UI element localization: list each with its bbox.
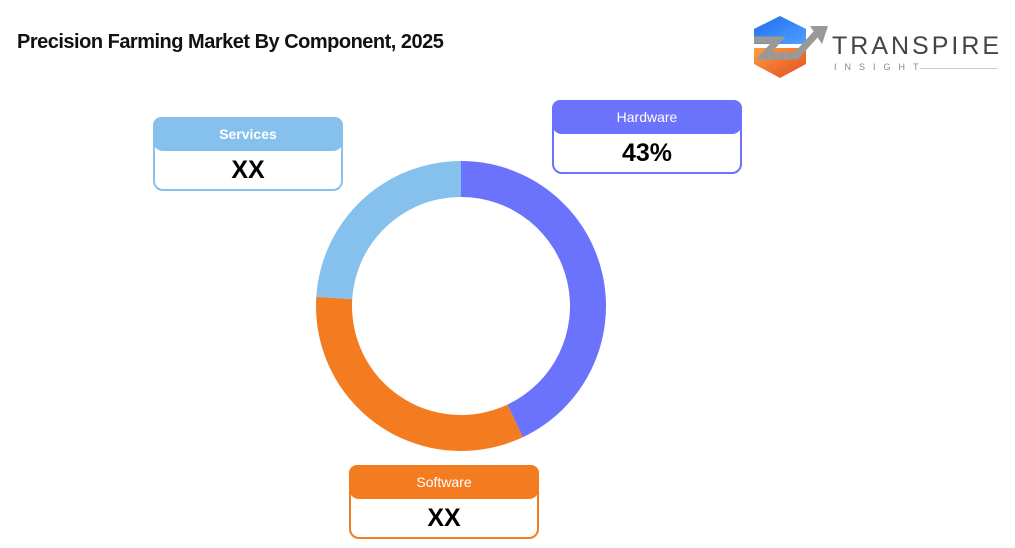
donut-slice-services — [316, 161, 461, 300]
hardware-label: Hardware — [552, 100, 742, 134]
software-label-card: Software XX — [349, 465, 539, 539]
services-label-card: Services XX — [153, 117, 343, 191]
hardware-value: 43% — [621, 139, 673, 167]
software-value: XX — [427, 504, 461, 532]
logo-wordmark: TRANSPIRE — [832, 32, 1003, 60]
software-label: Software — [349, 465, 539, 499]
transpire-logo: TRANSPIRE INSIGHT — [750, 14, 1000, 80]
donut-slice-software — [316, 296, 523, 451]
logo-subtitle: INSIGHT — [834, 62, 927, 72]
services-label: Services — [153, 117, 343, 151]
hardware-label-card: Hardware 43% — [552, 100, 742, 174]
donut-slice-hardware — [461, 161, 606, 438]
services-value: XX — [231, 156, 265, 184]
chart-title: Precision Farming Market By Component, 2… — [17, 31, 444, 53]
logo-hexagon-icon — [754, 16, 828, 78]
logo-divider — [920, 68, 998, 69]
